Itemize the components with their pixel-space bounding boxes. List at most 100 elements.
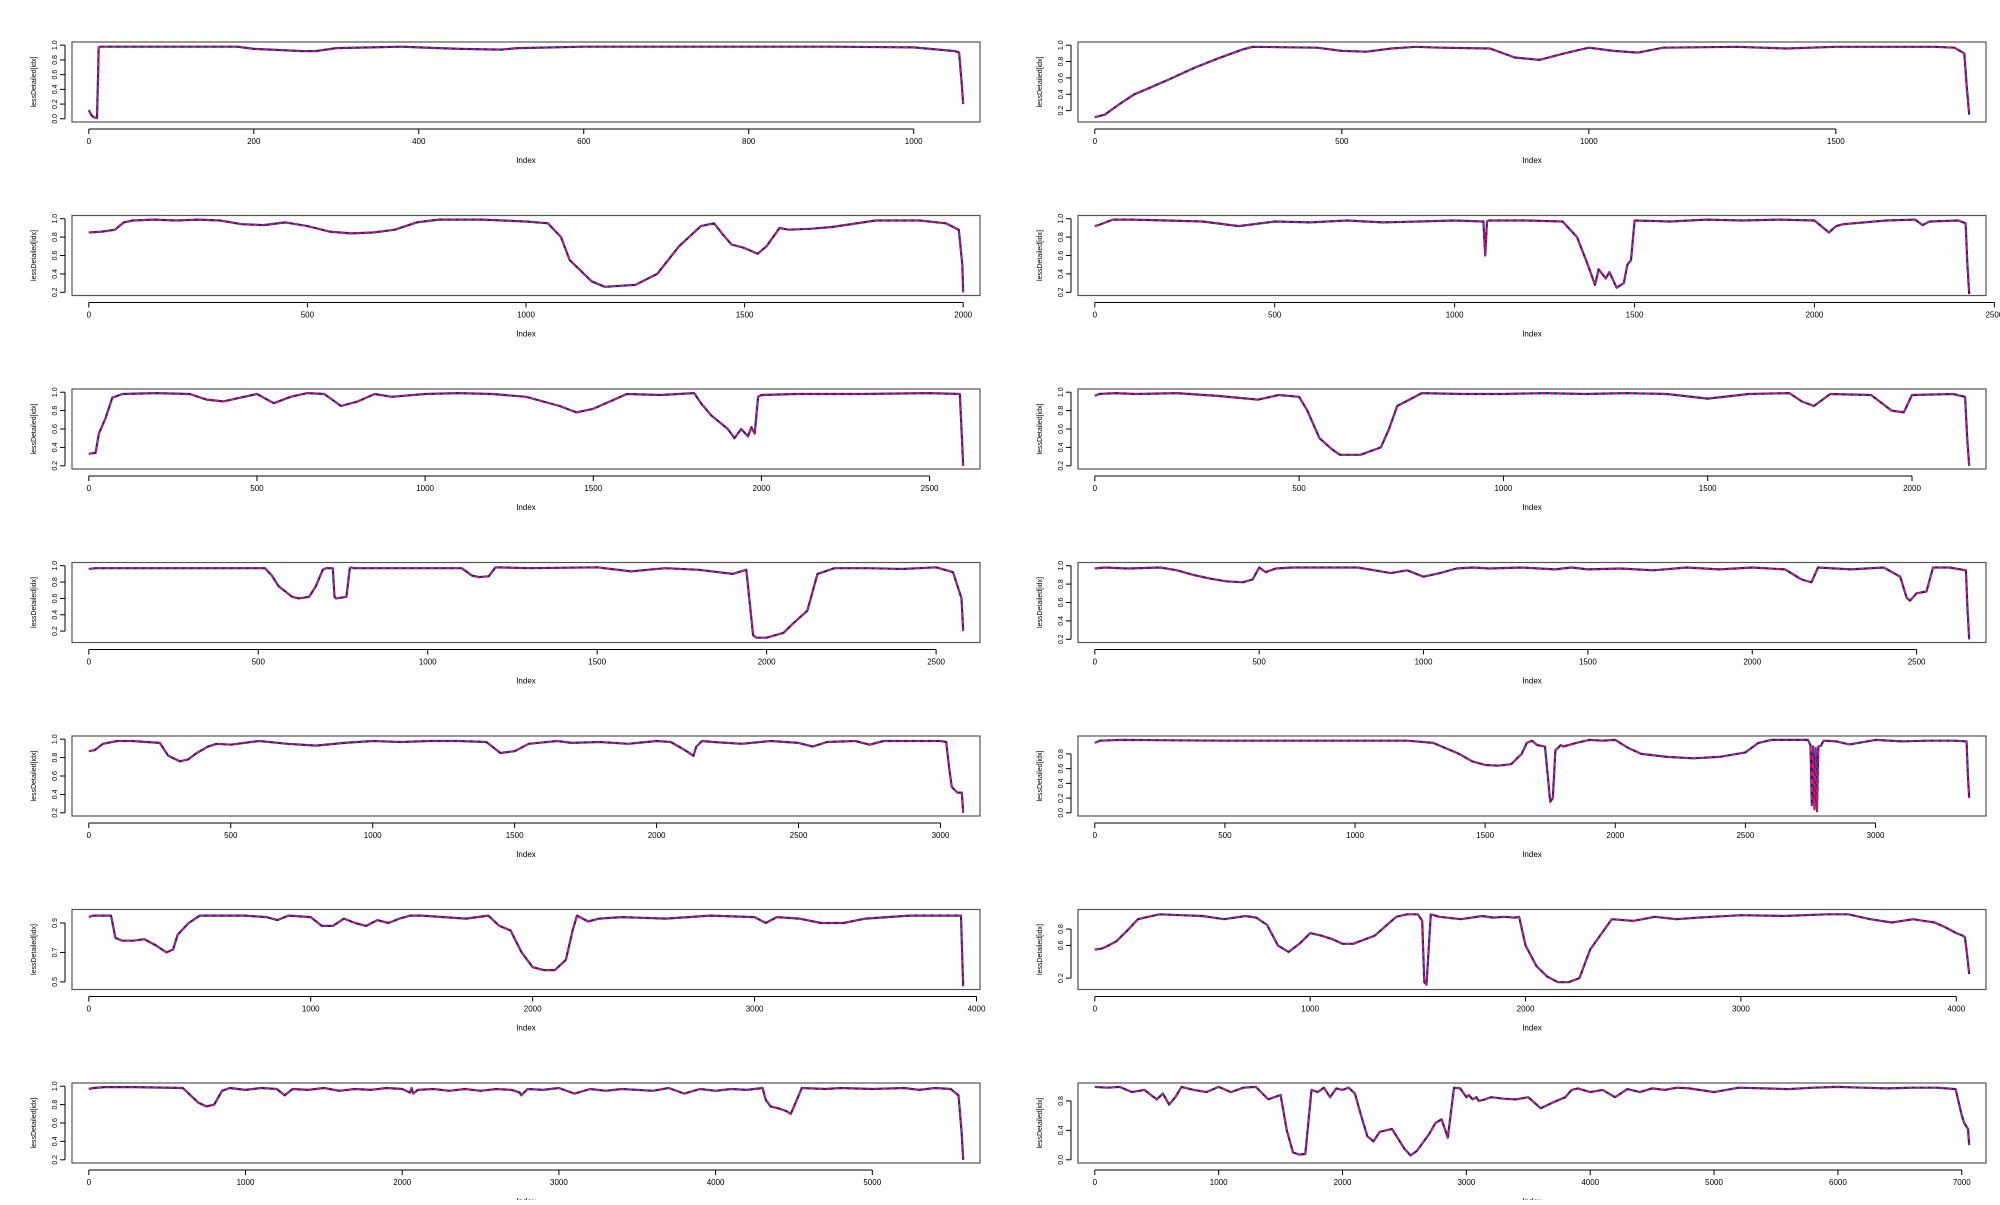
x-axis-title: Index	[1522, 503, 1542, 512]
x-axis-title: Index	[1522, 330, 1542, 339]
x-tick-label: 1000	[1446, 311, 1464, 320]
y-tick-label: 0.4	[1058, 89, 1065, 99]
y-tick-label: 0.8	[52, 753, 59, 763]
x-tick-label: 3000	[932, 831, 950, 840]
y-tick-label: 0.6	[1058, 598, 1065, 608]
plot-frame	[71, 561, 981, 644]
y-tick-label: 0.6	[52, 593, 59, 603]
y-axis-title: lessDetailed[idx]	[1037, 924, 1044, 975]
y-tick-label: 0.8	[1058, 579, 1065, 589]
y-tick-label: 0.8	[1058, 232, 1065, 242]
y-tick-label: 0.4	[1058, 442, 1065, 452]
y-tick-label: 0.8	[52, 1100, 59, 1110]
x-axis-title: Index	[516, 503, 536, 512]
x-tick-label: 1000	[1210, 1178, 1228, 1187]
x-tick-label: 2000	[1903, 484, 1921, 493]
x-tick-label: 500	[1335, 137, 1349, 146]
y-tick-label: 0.8	[52, 577, 59, 587]
y-tick-label: 0.4	[1058, 1125, 1065, 1135]
chart-panel-14: 010002000300040005000600070000.00.40.8In…	[1037, 1082, 1987, 1205]
x-tick-label: 1500	[736, 311, 754, 320]
x-tick-label: 2000	[524, 1005, 542, 1014]
y-axis-title: lessDetailed[idx]	[1037, 577, 1044, 628]
plot-frame	[1077, 41, 1987, 123]
y-tick-label: 0.6	[1058, 251, 1065, 261]
series-line	[1094, 392, 1971, 466]
y-tick-label: 0.6	[52, 771, 59, 781]
x-tick-label: 0	[87, 1005, 92, 1014]
plot-frame	[71, 214, 981, 297]
chart-panel-6: 0 500 1000 1500 2000 0.2 0.4 0.6 0.8 1.0 Index less…	[1037, 387, 1987, 512]
x-tick-label: 2500	[921, 484, 939, 493]
y-tick-label: 1.0	[1058, 40, 1065, 50]
chart-panel-1: 0 200 400 600 800 1000 0.0 0.2 0.4 0.6 0.8 1.0 Index…	[31, 40, 981, 165]
y-tick-label: 0.4	[1058, 778, 1065, 788]
x-tick-label: 0	[87, 1178, 92, 1187]
x-tick-label: 2000	[753, 484, 771, 493]
plot-frame	[71, 388, 981, 470]
x-tick-label: 2000	[1743, 658, 1761, 667]
series-line-overlay	[1094, 739, 1970, 812]
x-tick-label: 2000	[1806, 311, 1824, 320]
x-tick-label: 0	[1093, 1178, 1098, 1187]
x-tick-label: 1000	[1580, 137, 1598, 146]
x-tick-label: 3000	[1732, 1005, 1750, 1014]
y-tick-label: 0.2	[52, 1155, 59, 1165]
x-axis-title: Index	[1522, 677, 1542, 686]
plot-frame	[71, 735, 981, 817]
x-tick-label: 1500	[1476, 831, 1494, 840]
x-tick-label: 1500	[1699, 484, 1717, 493]
y-tick-label: 0.2	[1058, 461, 1065, 471]
series-line-overlay	[88, 46, 964, 119]
x-tick-label: 0	[87, 311, 92, 320]
y-tick-label: 0.6	[1058, 764, 1065, 774]
y-axis-title: lessDetailed[idx]	[31, 56, 38, 107]
series-line-overlay	[1094, 1086, 1970, 1157]
y-axis-title: lessDetailed[idx]	[31, 403, 38, 454]
plot-frame	[71, 41, 981, 123]
series-line	[88, 739, 965, 813]
x-tick-label: 1500	[1579, 658, 1597, 667]
x-tick-label: 2500	[790, 831, 808, 840]
y-tick-label: 0.5	[52, 977, 59, 987]
y-tick-label: 0.2	[52, 808, 59, 818]
x-tick-label: 1000	[302, 1005, 320, 1014]
series-line	[1094, 45, 1971, 119]
plot-frame	[1077, 908, 1987, 991]
plot-frame	[1077, 561, 1987, 644]
y-axis-title: lessDetailed[idx]	[31, 924, 38, 975]
x-tick-label: 1000	[1301, 1005, 1319, 1014]
x-tick-label: 500	[250, 484, 264, 493]
x-tick-label: 2000	[1606, 831, 1624, 840]
x-tick-label: 1000	[237, 1178, 255, 1187]
y-axis-title: lessDetailed[idx]	[31, 750, 38, 801]
plot-frame	[1077, 735, 1987, 817]
series-line	[88, 914, 965, 987]
y-axis-title: lessDetailed[idx]	[1037, 56, 1044, 107]
x-tick-label: 5000	[1705, 1178, 1723, 1187]
x-tick-label: 500	[1268, 311, 1282, 320]
x-tick-label: 0	[1093, 484, 1098, 493]
y-tick-label: 1.0	[1058, 387, 1065, 397]
x-tick-label: 1500	[588, 658, 606, 667]
x-tick-label: 0	[87, 831, 92, 840]
x-tick-label: 600	[577, 137, 591, 146]
y-tick-label: 1.0	[52, 734, 59, 744]
x-tick-label: 1000	[1415, 658, 1433, 667]
x-tick-label: 1500	[1827, 137, 1845, 146]
y-tick-label: 0.9	[52, 918, 59, 928]
y-tick-label: 0.2	[1058, 634, 1065, 644]
chart-panel-7: 0 500 1000 1500 2000 2500 0.2 0.4 0.6 0.8 1.0 Index…	[31, 561, 981, 686]
x-tick-label: 0	[1093, 1005, 1098, 1014]
x-tick-label: 1000	[419, 658, 437, 667]
x-tick-label: 4000	[707, 1178, 725, 1187]
y-tick-label: 0.6	[52, 1118, 59, 1128]
x-axis-title: Index	[1522, 1024, 1542, 1033]
x-tick-label: 1000	[517, 311, 535, 320]
x-tick-label: 1000	[1346, 831, 1364, 840]
x-tick-label: 4000	[1581, 1178, 1599, 1187]
plot-frame	[71, 1082, 981, 1164]
x-tick-label: 500	[1218, 831, 1232, 840]
x-tick-label: 3000	[746, 1005, 764, 1014]
